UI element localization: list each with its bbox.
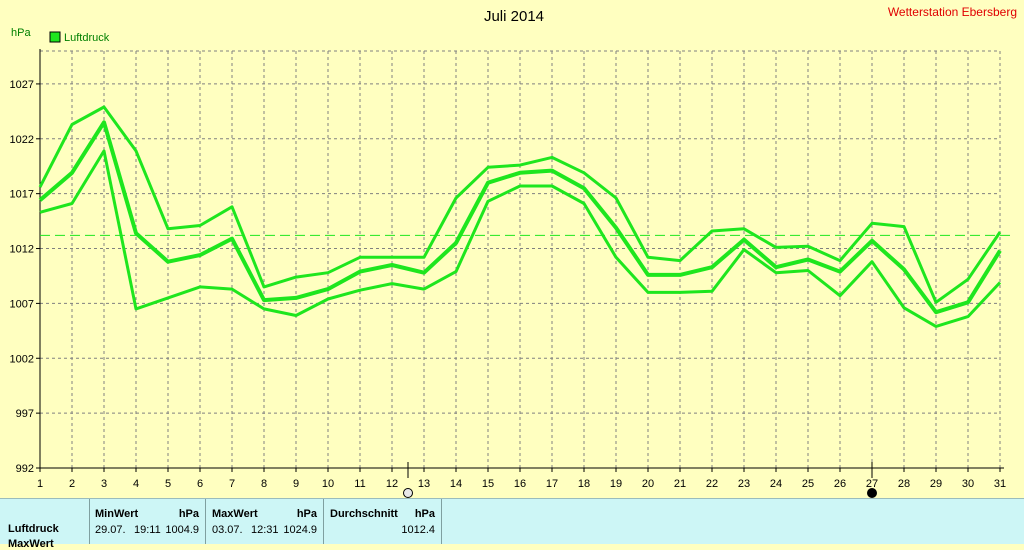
x-tick-label: 3	[101, 478, 107, 490]
avg-unit: hPa	[414, 508, 435, 520]
x-tick-label: 7	[229, 478, 235, 490]
x-tick-label: 28	[898, 478, 910, 490]
y-tick-label: 997	[16, 408, 34, 420]
x-tick-label: 11	[354, 478, 365, 490]
x-tick-label: 13	[418, 478, 430, 490]
series-line-min	[39, 149, 1002, 328]
y-tick-label: 1007	[10, 298, 34, 310]
y-tick-label: 1022	[10, 134, 34, 146]
stats-panel: Luftdruck MaxWert MinWert hPa 29.07. 19:…	[0, 498, 1024, 550]
x-tick-label: 10	[322, 478, 334, 490]
stats-max-column: MaxWert hPa 03.07. 12:31 1024.9	[206, 499, 324, 544]
x-tick-label: 17	[546, 478, 558, 490]
min-header: MinWert	[95, 508, 139, 520]
x-tick-label: 8	[261, 478, 267, 490]
moon-phase-icon	[867, 488, 877, 498]
station-name: Wetterstation Ebersberg	[888, 5, 1017, 19]
x-tick-label: 15	[482, 478, 494, 490]
x-tick-label: 9	[293, 478, 299, 490]
x-tick-label: 29	[930, 478, 942, 490]
x-tick-label: 22	[706, 478, 718, 490]
max-time: 12:31	[251, 524, 279, 536]
axes: 1 2 3 4 5 6 7 8 9 10 11 12 13 14 15 16 17 18 19 20 21 22 23 24 2…	[10, 49, 1006, 490]
x-tick-label: 14	[450, 478, 462, 490]
x-tick-label: 6	[197, 478, 203, 490]
max-header: MaxWert	[212, 508, 258, 520]
stats-row-label-2: MaxWert	[8, 538, 54, 550]
x-tick-label: 21	[674, 478, 686, 490]
pressure-chart: Juli 2014 Wetterstation Ebersberg hPa Lu…	[10, 5, 1017, 498]
avg-value: 1012.4	[401, 524, 435, 536]
x-tick-label: 2	[69, 478, 75, 490]
min-date: 29.07.	[95, 524, 126, 536]
chart-title: Juli 2014	[484, 8, 544, 25]
x-tick-label: 4	[133, 478, 139, 490]
max-value: 1024.9	[283, 524, 317, 536]
min-unit: hPa	[178, 508, 199, 520]
stats-avg-column: Durchschnitt hPa 1012.4	[324, 499, 442, 544]
max-unit: hPa	[296, 508, 317, 520]
x-tick-label: 16	[514, 478, 526, 490]
x-tick-label: 5	[165, 478, 171, 490]
avg-header: Durchschnitt	[330, 508, 398, 520]
x-tick-label: 1	[37, 478, 43, 490]
series-line-mean	[38, 120, 1002, 315]
x-tick-label: 31	[994, 478, 1006, 490]
x-tick-label: 23	[738, 478, 750, 490]
min-time: 19:11	[134, 524, 161, 536]
legend-label: Luftdruck	[64, 32, 110, 44]
x-tick-label: 12	[386, 478, 398, 490]
series-line-max	[38, 105, 1002, 304]
x-tick-label: 25	[802, 478, 814, 490]
x-tick-label: 19	[610, 478, 622, 490]
stats-label-column: Luftdruck MaxWert	[0, 499, 90, 550]
x-tick-label: 20	[642, 478, 654, 490]
stats-row-label: Luftdruck	[8, 523, 59, 535]
moon-markers	[403, 462, 877, 498]
y-axis-unit: hPa	[11, 27, 31, 39]
y-tick-label: 1027	[10, 79, 34, 91]
y-tick-label: 1012	[10, 244, 34, 256]
legend-swatch	[49, 31, 61, 43]
x-tick-label: 18	[578, 478, 590, 490]
min-value: 1004.9	[165, 524, 199, 536]
y-tick-label: 1017	[10, 189, 34, 201]
y-tick-label: 1002	[10, 353, 34, 365]
x-tick-label: 26	[834, 478, 846, 490]
x-tick-label: 24	[770, 478, 782, 490]
moon-phase-icon	[403, 488, 413, 498]
x-tick-label: 27	[866, 478, 878, 490]
series-lines	[38, 105, 1010, 328]
y-tick-label: 992	[16, 463, 34, 475]
max-date: 03.07.	[212, 524, 243, 536]
grid	[40, 50, 1001, 468]
x-tick-label: 30	[962, 478, 974, 490]
stats-min-column: MinWert hPa 29.07. 19:11 1004.9	[89, 499, 206, 544]
